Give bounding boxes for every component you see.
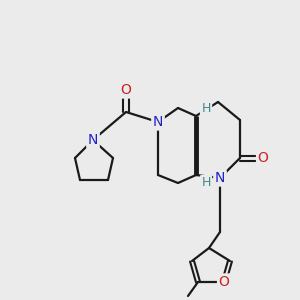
Text: H: H — [201, 101, 211, 115]
Text: H: H — [201, 176, 211, 190]
Text: O: O — [121, 83, 131, 97]
Text: N: N — [88, 133, 98, 147]
Text: O: O — [258, 151, 268, 165]
Text: O: O — [219, 275, 230, 289]
Text: N: N — [215, 171, 225, 185]
Text: N: N — [153, 115, 163, 129]
